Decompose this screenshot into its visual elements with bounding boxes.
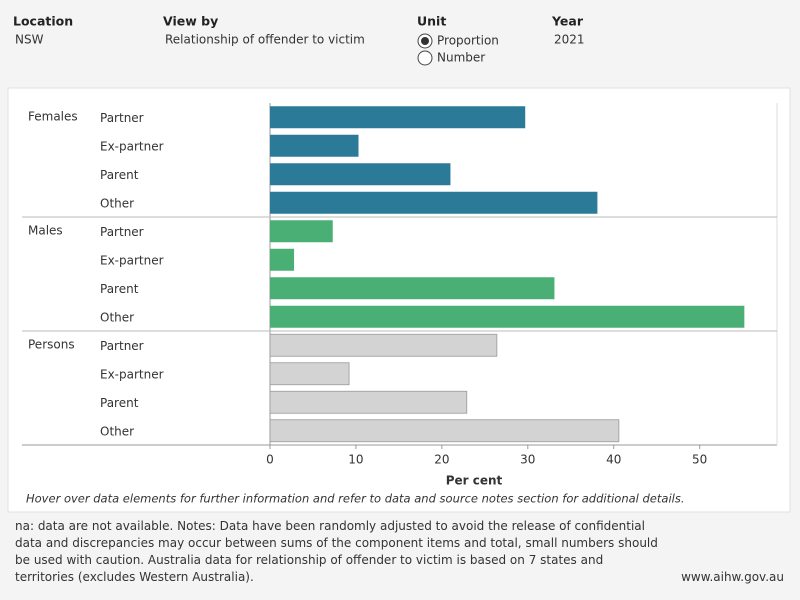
category-label: Ex-partner xyxy=(100,139,164,153)
filter-value[interactable]: NSW xyxy=(15,33,44,47)
bar[interactable] xyxy=(270,134,359,157)
radio-button[interactable] xyxy=(417,50,433,66)
bar[interactable] xyxy=(270,277,555,300)
radio-label[interactable]: Number xyxy=(437,51,485,65)
bar[interactable] xyxy=(269,362,350,386)
category-label: Ex-partner xyxy=(100,367,164,381)
bar[interactable] xyxy=(270,191,598,214)
bar[interactable] xyxy=(269,333,498,357)
filter-value[interactable]: Relationship of offender to victim xyxy=(165,33,365,47)
filter-label: Location xyxy=(13,14,73,29)
x-tick-label: 50 xyxy=(692,453,707,467)
category-label: Other xyxy=(100,196,134,210)
filter-label: Year xyxy=(551,14,584,29)
bar[interactable] xyxy=(270,248,295,271)
category-label: Parent xyxy=(100,396,139,410)
category-label: Partner xyxy=(100,225,144,239)
bar[interactable] xyxy=(269,390,468,414)
x-tick-label: 20 xyxy=(434,453,449,467)
x-tick-label: 10 xyxy=(348,453,363,467)
bar[interactable] xyxy=(270,220,333,243)
bar[interactable] xyxy=(269,419,620,443)
bar[interactable] xyxy=(270,305,745,328)
site-link[interactable]: www.aihw.gov.au xyxy=(681,570,784,584)
x-tick-label: 30 xyxy=(520,453,535,467)
category-label: Ex-partner xyxy=(100,253,164,267)
chart-note: Hover over data elements for further inf… xyxy=(26,492,684,506)
filter-label: View by xyxy=(163,14,218,29)
bar[interactable] xyxy=(270,163,451,186)
category-label: Parent xyxy=(100,282,139,296)
bar[interactable] xyxy=(270,106,526,129)
category-label: Other xyxy=(100,424,134,438)
category-label: Parent xyxy=(100,168,139,182)
filter-label: Unit xyxy=(417,14,446,29)
group-label: Males xyxy=(28,224,63,238)
category-label: Partner xyxy=(100,111,144,125)
radio-dot xyxy=(421,37,429,45)
x-axis-title: Per cent xyxy=(446,474,503,488)
category-label: Other xyxy=(100,310,134,324)
radio-label[interactable]: Proportion xyxy=(437,34,499,48)
footer-notes: na: data are not available. Notes: Data … xyxy=(15,519,658,584)
group-label: Females xyxy=(28,110,78,124)
x-tick-label: 40 xyxy=(606,453,621,467)
filter-value[interactable]: 2021 xyxy=(554,33,585,47)
category-label: Partner xyxy=(100,339,144,353)
x-tick-label: 0 xyxy=(266,453,274,467)
group-label: Persons xyxy=(28,338,75,352)
